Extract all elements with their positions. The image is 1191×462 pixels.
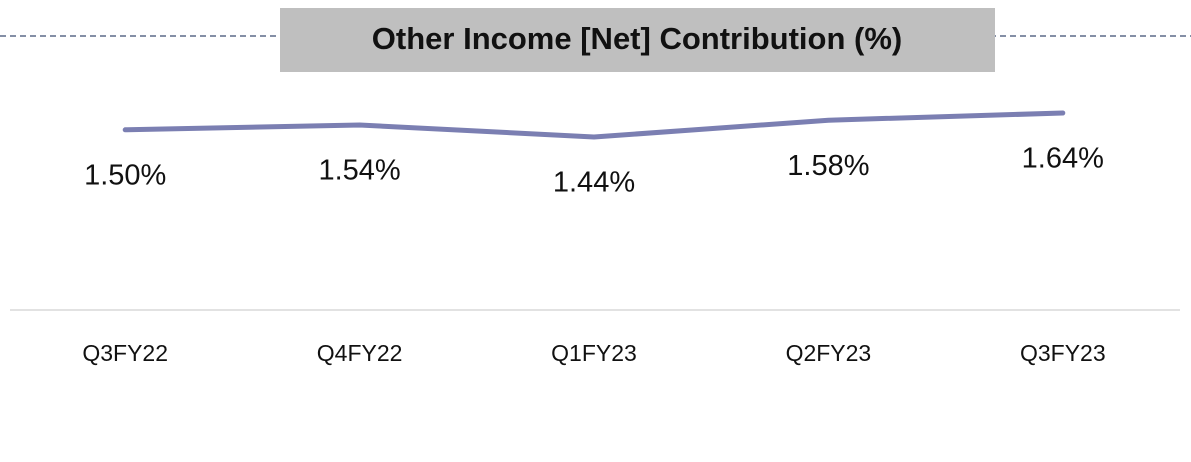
data-label: 1.50% bbox=[84, 159, 166, 191]
x-tick-label: Q1FY23 bbox=[551, 340, 637, 366]
chart-title: Other Income [Net] Contribution (%) bbox=[372, 21, 902, 56]
title-box bbox=[280, 8, 995, 72]
data-label: 1.58% bbox=[787, 150, 869, 182]
x-tick-label: Q4FY22 bbox=[317, 340, 403, 366]
data-label: 1.64% bbox=[1022, 143, 1104, 175]
x-tick-label: Q3FY22 bbox=[82, 340, 168, 366]
x-tick-label: Q3FY23 bbox=[1020, 340, 1106, 366]
line bbox=[122, 110, 1066, 140]
data-label: 1.54% bbox=[318, 155, 400, 187]
data-label: 1.44% bbox=[553, 167, 635, 199]
x-tick-label: Q2FY23 bbox=[786, 340, 872, 366]
